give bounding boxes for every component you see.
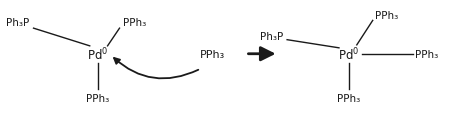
Text: PPh₃: PPh₃: [374, 11, 398, 21]
Text: Pd$^0$: Pd$^0$: [338, 46, 359, 62]
Text: PPh₃: PPh₃: [415, 49, 438, 59]
Text: Ph₃P: Ph₃P: [6, 18, 29, 28]
Text: PPh₃: PPh₃: [124, 18, 147, 28]
Text: PPh₃: PPh₃: [200, 49, 225, 59]
Text: PPh₃: PPh₃: [86, 93, 109, 103]
Text: PPh₃: PPh₃: [337, 93, 361, 103]
Text: Ph₃P: Ph₃P: [260, 31, 283, 41]
Text: Pd$^0$: Pd$^0$: [87, 46, 108, 62]
